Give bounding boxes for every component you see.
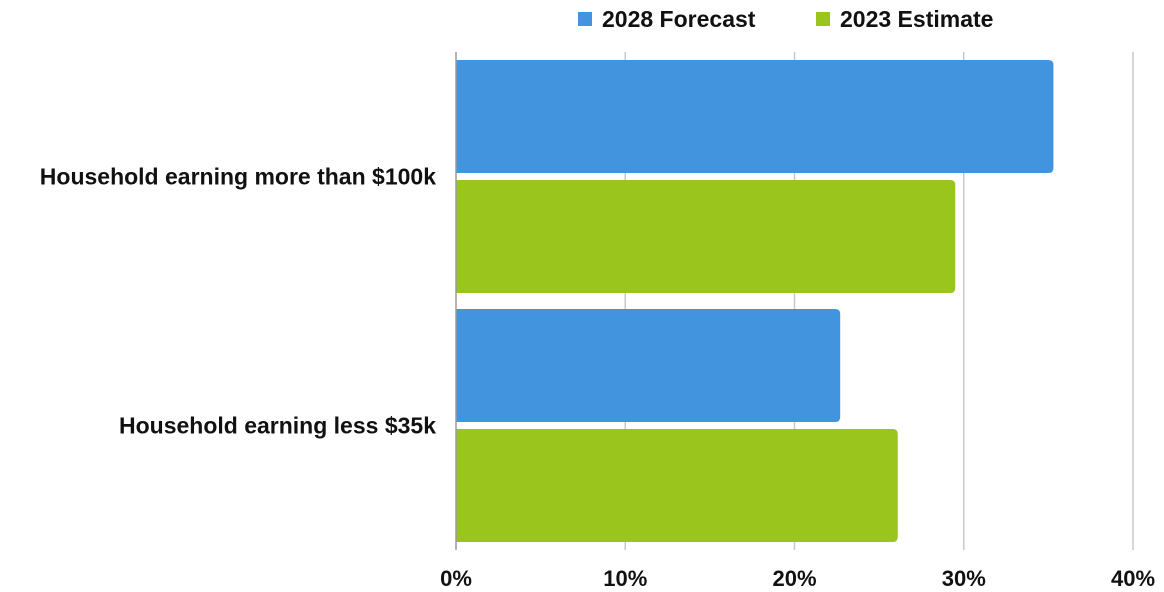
- legend-swatch: [816, 12, 830, 26]
- x-tick-label: 30%: [942, 566, 986, 591]
- legend-label: 2028 Forecast: [602, 6, 756, 32]
- bar: [456, 180, 956, 293]
- bar: [456, 309, 841, 422]
- x-tick-label: 0%: [440, 566, 472, 591]
- category-label: Household earning more than $100k: [40, 164, 436, 190]
- legend-label: 2023 Estimate: [840, 6, 993, 32]
- category-label: Household earning less $35k: [119, 413, 436, 439]
- x-tick-labels: 0% 10% 20% 30% 40%: [440, 566, 1155, 591]
- x-tick-label: 20%: [772, 566, 816, 591]
- legend: 2028 Forecast 2023 Estimate: [578, 6, 993, 32]
- bars: [456, 60, 1054, 542]
- x-tick-label: 10%: [603, 566, 647, 591]
- legend-swatch: [578, 12, 592, 26]
- x-tick-label: 40%: [1111, 566, 1155, 591]
- bar: [456, 429, 898, 542]
- bar: [456, 60, 1054, 173]
- category-labels: Household earning more than $100k Househo…: [40, 164, 436, 439]
